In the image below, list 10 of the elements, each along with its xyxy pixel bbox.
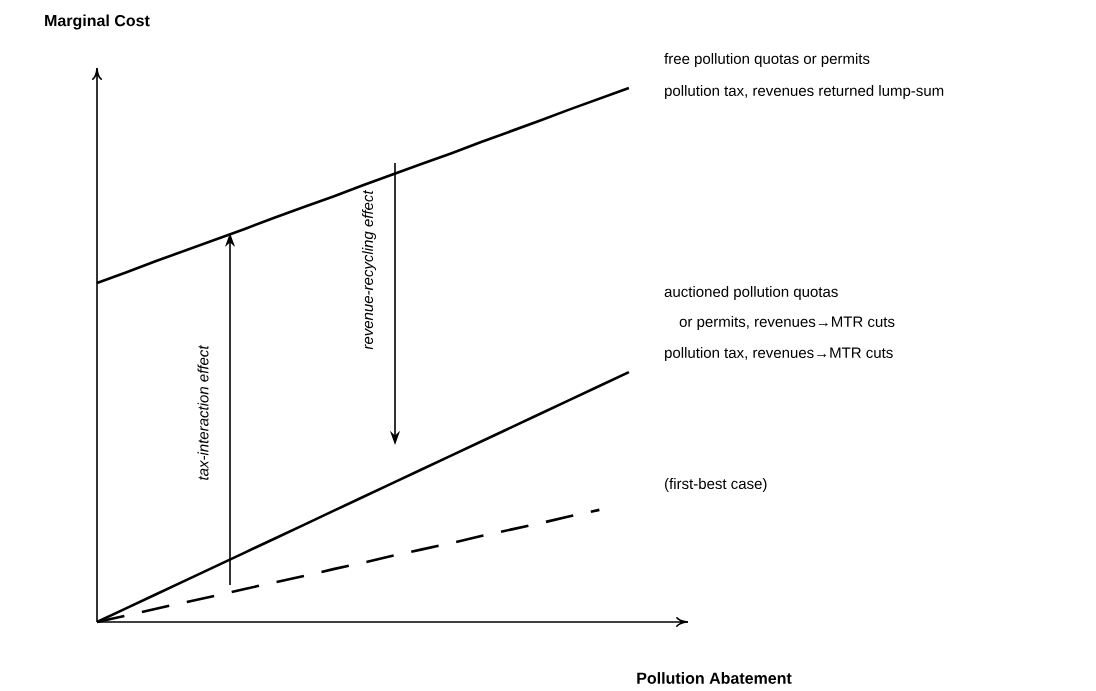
- annotation: pollution tax, revenues returned lump-sum: [665, 85, 944, 99]
- annotation: pollution tax, revenues→MTR cuts: [665, 347, 893, 361]
- text: free pollution quotas or permits: [664, 53, 870, 67]
- y-axis-title: Marginal Cost: [45, 14, 150, 30]
- annotation: (first-best case): [665, 478, 767, 492]
- annotation: auctioned pollution quotas: [664, 286, 838, 300]
- annotation: revenue-recycling effect: [362, 189, 376, 350]
- annotation: or permits, revenues→MTR cuts: [679, 316, 895, 330]
- x-axis-title: Pollution Abatement: [637, 672, 792, 684]
- annotation: tax-interaction effect: [197, 344, 209, 480]
